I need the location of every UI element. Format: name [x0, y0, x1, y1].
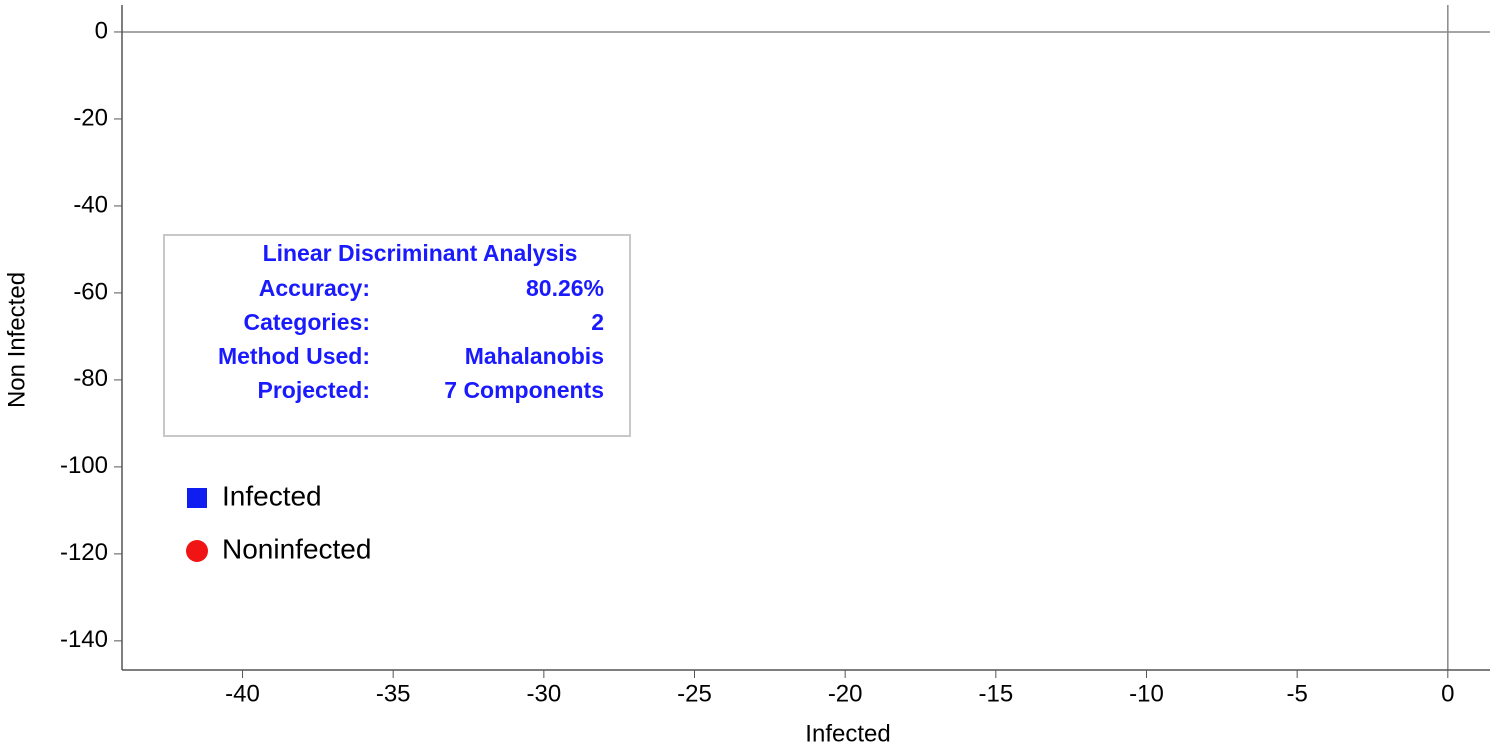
annotation-box [163, 234, 631, 437]
annotation-value: 2 [591, 309, 604, 335]
x-tick-label: -10 [1129, 680, 1164, 707]
x-tick-label: -5 [1286, 680, 1307, 707]
y-tick-label: -120 [60, 539, 108, 566]
annotation-title: Linear Discriminant Analysis [263, 240, 578, 266]
annotation-value: Mahalanobis [465, 343, 604, 369]
y-tick-label: -20 [73, 104, 108, 131]
y-tick-label: -80 [73, 365, 108, 392]
x-tick-label: -40 [225, 680, 260, 707]
annotation-label: Projected: [258, 377, 370, 403]
y-tick-label: -40 [73, 191, 108, 218]
x-tick-label: 0 [1441, 680, 1454, 707]
annotation-label: Categories: [243, 309, 370, 335]
x-tick-label: -35 [376, 680, 411, 707]
y-tick-label: -140 [60, 626, 108, 653]
legend-label: Noninfected [222, 533, 371, 564]
y-tick-label: 0 [95, 17, 108, 44]
y-tick-label: -100 [60, 452, 108, 479]
y-axis-label: Non Infected [3, 272, 30, 408]
x-tick-label: -20 [828, 680, 863, 707]
x-axis-label: Infected [805, 720, 890, 747]
annotation-label: Method Used: [218, 343, 370, 369]
legend-label: Infected [222, 480, 322, 511]
x-tick-label: -15 [978, 680, 1013, 707]
annotation-label: Accuracy: [259, 275, 370, 301]
y-tick-label: -60 [73, 278, 108, 305]
x-tick-label: -25 [677, 680, 712, 707]
legend-marker [186, 540, 208, 562]
x-tick-label: -30 [527, 680, 562, 707]
annotation-value: 80.26% [526, 275, 604, 301]
legend-marker [187, 488, 207, 508]
annotation-value: 7 Components [444, 377, 604, 403]
